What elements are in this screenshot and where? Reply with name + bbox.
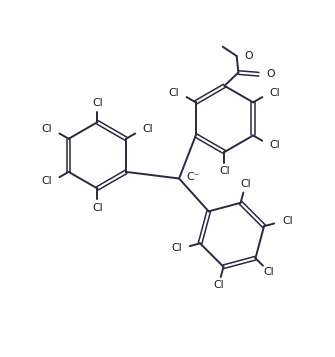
Text: Cl: Cl [171, 243, 182, 253]
Text: Cl: Cl [240, 179, 251, 189]
Text: O: O [244, 51, 253, 61]
Text: Cl: Cl [42, 176, 52, 186]
Text: Cl: Cl [169, 88, 179, 98]
Text: Cl: Cl [270, 140, 280, 150]
Text: O: O [266, 69, 275, 79]
Text: Cl: Cl [283, 216, 293, 226]
Text: Cl: Cl [219, 166, 230, 176]
Text: Cl: Cl [264, 267, 274, 277]
Text: C⁻: C⁻ [186, 171, 200, 181]
Text: Cl: Cl [42, 124, 52, 134]
Text: Cl: Cl [270, 88, 280, 98]
Text: Cl: Cl [213, 280, 224, 290]
Text: Cl: Cl [143, 124, 153, 134]
Text: Cl: Cl [92, 203, 103, 213]
Text: Cl: Cl [92, 98, 103, 108]
